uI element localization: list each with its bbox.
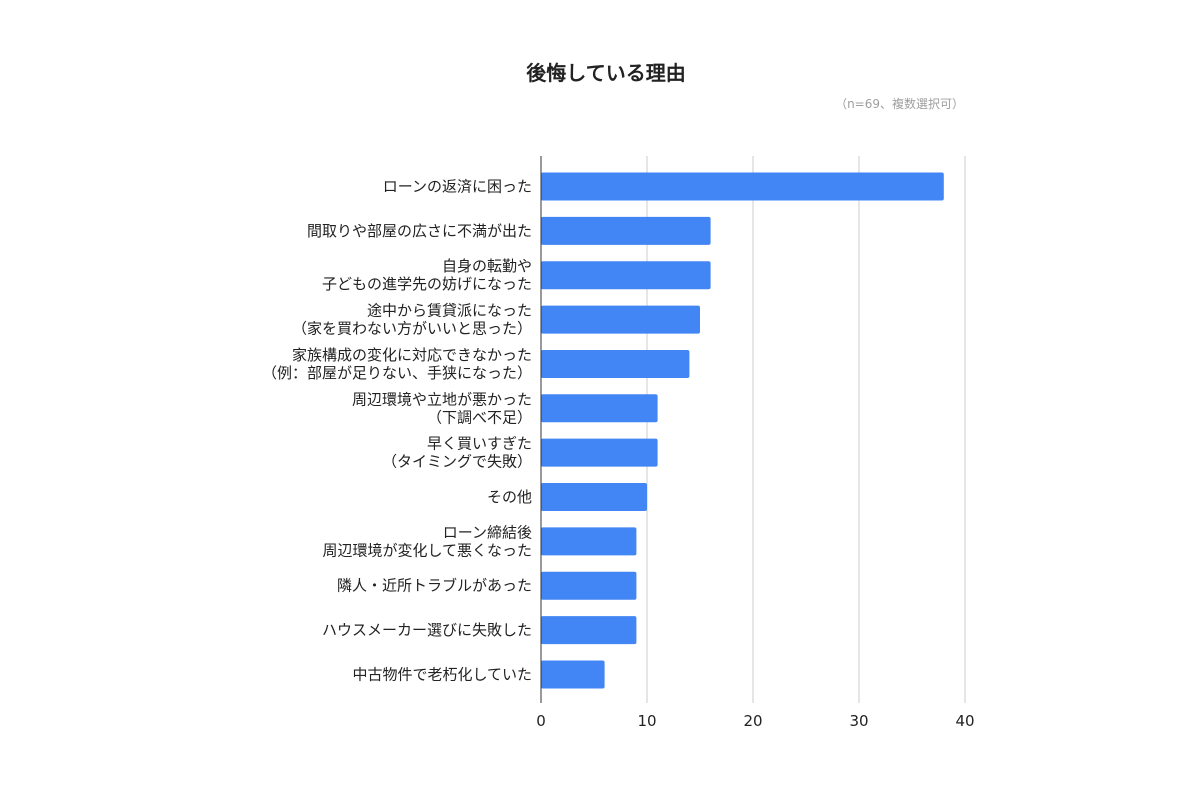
bar (541, 172, 944, 201)
category-label: 家族構成の変化に対応できなかった (292, 346, 532, 364)
bar (541, 483, 647, 512)
category-label: 自身の転勤や (442, 257, 532, 275)
category-label: ローンの返済に困った (383, 178, 532, 196)
x-tick-label: 10 (637, 712, 656, 730)
gridlines (646, 156, 966, 703)
bar (541, 394, 658, 423)
category-label: その他 (487, 488, 532, 506)
category-label: 隣人・近所トラブルがあった (337, 577, 532, 595)
category-label: 間取りや部屋の広さに不満が出た (307, 222, 532, 240)
bar (541, 305, 700, 334)
category-label: 周辺環境や立地が悪かった (352, 390, 532, 408)
category-label: 子どもの進学先の妨げになった (322, 275, 532, 293)
bar (541, 660, 605, 689)
bar (541, 616, 637, 645)
bar (541, 438, 658, 467)
x-tick-label: 40 (955, 712, 974, 730)
category-label: ローン締結後 (443, 523, 532, 541)
bar (541, 349, 690, 378)
chart-subtitle: （n=69、複数選択可） (835, 96, 964, 111)
category-label: 途中から賃貸派になった (367, 302, 532, 320)
category-label: （タイミングで失敗） (382, 453, 532, 471)
x-tick-label: 20 (743, 712, 762, 730)
x-tick-label: 0 (536, 712, 546, 730)
category-label: 周辺環境が変化して悪くなった (322, 541, 532, 559)
category-label: （家を買わない方がいいと思った） (292, 320, 532, 338)
category-label: （下調べ不足） (427, 408, 532, 426)
category-label: 早く買いすぎた (427, 435, 532, 453)
bars (541, 172, 944, 689)
category-label: （例：部屋が足りない、手狭になった） (262, 364, 532, 382)
x-axis-ticks: 0 10 20 30 40 (536, 712, 974, 730)
bar (541, 216, 711, 245)
category-label: ハウスメーカー選びに失敗した (322, 621, 532, 639)
bar (541, 261, 711, 290)
category-labels: ローンの返済に困った間取りや部屋の広さに不満が出た自身の転勤や子どもの進学先の妨… (262, 178, 532, 684)
x-tick-label: 30 (849, 712, 868, 730)
bar (541, 571, 637, 600)
chart-title: 後悔している理由 (526, 61, 685, 85)
category-label: 中古物件で老朽化していた (352, 665, 532, 683)
bar (541, 527, 637, 556)
